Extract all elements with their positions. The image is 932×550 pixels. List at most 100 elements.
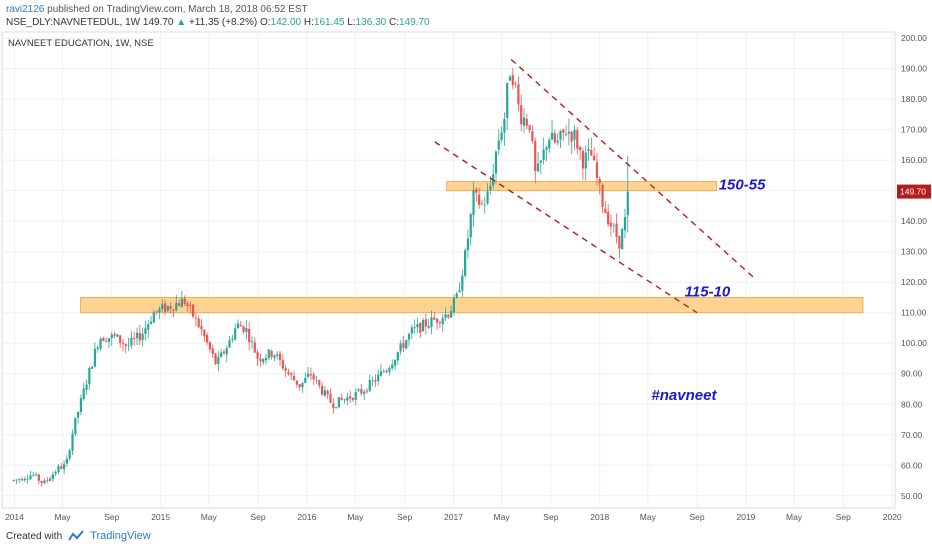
chart-title: NAVNEET EDUCATION, 1W, NSE [8,38,154,49]
y-tick-label: 100.00 [901,338,927,348]
candle-up [127,345,130,347]
candle-up [430,317,433,328]
candle-up [18,479,21,481]
candle-up [116,334,119,337]
candle-up [236,323,240,329]
candle-down [290,373,293,376]
x-tick-label: Sep [836,512,851,522]
last-price: 149.70 [142,17,174,28]
candle-up [85,384,88,390]
candle-up [301,382,304,388]
candle-up [573,129,576,140]
candle-up [306,373,310,377]
candle-up [486,191,489,204]
candle-down [211,348,214,354]
candle-up [276,354,279,356]
candle-down [360,389,363,394]
candle-up [88,367,91,385]
candle-down [570,131,573,142]
plot-area [1,31,896,509]
candle-down [172,309,175,311]
trendline[interactable] [510,58,757,280]
candle-up [144,328,147,334]
candle-up [107,338,111,342]
candle-down [194,317,198,319]
high-value: 161.45 [313,17,345,28]
candle-down [163,303,167,312]
candle-down [287,371,290,375]
x-tick-label: May [494,512,511,522]
candle-down [292,376,296,381]
candle-up [91,366,94,369]
candle-up [416,324,419,328]
y-tick-label: 110.00 [901,308,927,318]
candle-up [225,348,228,355]
candle-down [365,390,369,392]
candle-up [34,474,38,476]
candle-up [494,151,498,174]
candle-down [133,337,136,339]
candle-down [177,303,181,306]
candle-up [175,302,178,311]
candle-up [147,324,150,330]
tradingview-brand[interactable]: TradingView [90,530,151,542]
x-tick-label: 2015 [151,512,170,522]
created-with-label: Created with [6,530,63,542]
x-tick-label: 2020 [883,512,902,522]
candle-up [96,347,99,349]
candle-down [349,396,352,399]
candle-up [62,464,66,470]
y-tick-label: 160.00 [901,155,927,165]
candle-up [217,356,220,365]
x-tick-label: 2017 [444,512,463,522]
candle-up [26,478,29,480]
candle-up [57,466,60,473]
candle-up [550,132,554,140]
open-value: 142.00 [270,17,302,28]
candle-up [542,149,545,160]
candle-up [99,338,102,349]
trendline[interactable] [434,141,698,314]
candle-up [130,337,133,346]
candle-up [357,389,360,391]
candle-down [309,374,312,376]
candle-up [489,185,492,190]
candle-up [405,340,408,349]
candle-up [545,147,548,150]
support-zone[interactable] [446,181,718,192]
candle-down [239,324,242,327]
candle-up [621,228,624,250]
candle-down [433,317,436,320]
candle-down [37,474,40,481]
candle-down [256,352,259,359]
y-tick-label: 170.00 [901,125,927,135]
candle-down [189,304,192,306]
last-price-tag [897,184,931,199]
x-tick-label: 2016 [297,512,316,522]
candle-up [469,214,472,238]
candle-up [612,225,615,227]
candle-down [206,334,209,343]
candle-up [500,132,503,140]
candle-down [326,390,329,395]
candle-down [183,298,186,304]
author-link[interactable]: ravi2126 [6,4,45,15]
candle-up [539,160,542,163]
candle-down [242,326,245,332]
y-tick-label: 200.00 [901,33,927,43]
candle-up [149,321,153,324]
y-tick-label: 70.00 [901,430,923,440]
last-price-tag-label: 149.70 [900,187,926,197]
candle-down [259,358,262,362]
candle-down [618,235,621,249]
support-zone[interactable] [80,297,864,314]
candle-down [604,208,607,214]
candle-down [534,141,537,172]
candle-down [601,185,604,207]
candle-up [335,406,338,408]
candle-up [51,474,54,480]
candle-up [388,368,391,372]
candle-up [15,479,18,481]
candle-up [74,417,77,435]
